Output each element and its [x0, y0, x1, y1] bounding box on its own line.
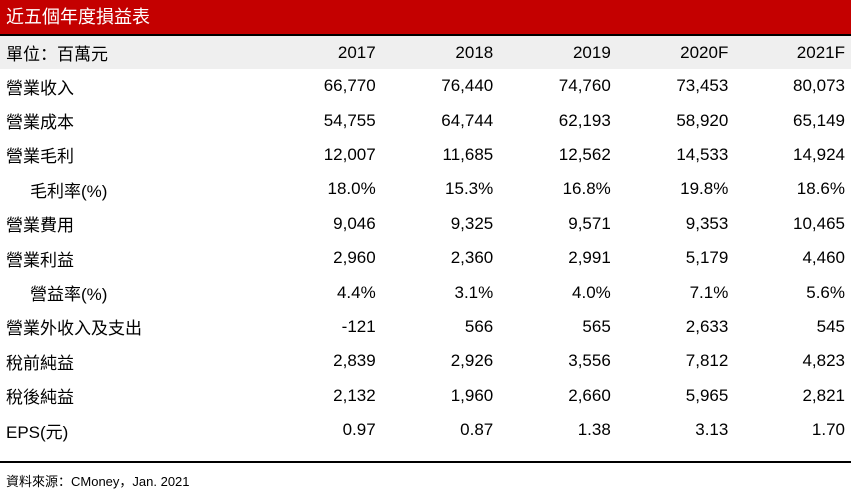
table-row: 營業毛利 12,007 11,685 12,562 14,533 14,924 — [0, 138, 851, 172]
row-label: EPS(元) — [6, 422, 69, 442]
table-cell: -121 — [341, 316, 376, 336]
table-cell: 2,633 — [685, 316, 729, 336]
table-cell: 2,991 — [568, 248, 611, 268]
table-row: 毛利率(%) 18.0% 15.3% 16.8% 19.8% 18.6% — [0, 172, 851, 206]
income-table: 單位：百萬元 2017 2018 2019 2020F 2021F 營業收入 66… — [0, 36, 851, 447]
table-cell: 4.4% — [336, 282, 376, 302]
table-cell: 2,960 — [333, 248, 376, 268]
table-row: EPS(元) 0.97 0.87 1.38 3.13 1.70 — [0, 413, 851, 447]
table-cell: 2,821 — [802, 385, 845, 405]
page-title: 近五個年度損益表 — [0, 0, 851, 34]
row-label: 營業利益 — [6, 250, 74, 270]
table-cell: 16.8% — [562, 179, 611, 199]
table-cell: 80,073 — [793, 76, 845, 96]
table-cell: 58,920 — [676, 110, 729, 130]
table-cell: 4,460 — [802, 248, 845, 268]
table-cell: 5,179 — [685, 248, 729, 268]
table-row: 稅後純益 2,132 1,960 2,660 5,965 2,821 — [0, 379, 851, 413]
table-cell: 2,360 — [450, 248, 494, 268]
table-cell: 15.3% — [445, 179, 494, 199]
row-label: 營業毛利 — [6, 147, 74, 167]
table-cell: 9,353 — [685, 213, 729, 233]
table-row: 營業收入 66,770 76,440 74,760 73,453 80,073 — [0, 69, 851, 103]
table-cell: 1.70 — [811, 420, 845, 440]
table-cell: 64,744 — [441, 110, 494, 130]
table-cell: 74,760 — [558, 76, 611, 96]
table-cell: 565 — [582, 316, 611, 336]
table-cell: 0.87 — [460, 420, 494, 440]
income-table-body: 單位：百萬元 2017 2018 2019 2020F 2021F 營業收入 66… — [0, 36, 851, 447]
table-cell: 9,571 — [568, 213, 611, 233]
row-label: 營業成本 — [6, 113, 74, 133]
table-cell: 5.6% — [806, 282, 845, 302]
row-label: 毛利率(%) — [30, 181, 108, 201]
row-label: 營業收入 — [6, 78, 74, 98]
table-cell: 12,007 — [323, 144, 376, 164]
row-label: 營益率(%) — [30, 285, 108, 305]
row-label: 營業外收入及支出 — [6, 319, 142, 339]
table-cell: 10,465 — [793, 213, 845, 233]
table-cell: 66,770 — [323, 76, 376, 96]
table-row: 營業成本 54,755 64,744 62,193 58,920 65,149 — [0, 103, 851, 137]
table-cell: 11,685 — [442, 144, 494, 164]
table-cell: 18.0% — [327, 179, 376, 199]
table-cell: 4,823 — [802, 351, 845, 371]
table-cell: 2,839 — [333, 351, 376, 371]
column-header: 2017 — [215, 36, 376, 69]
column-header: 2021F — [728, 36, 851, 69]
table-cell: 3,556 — [568, 351, 611, 371]
table-cell: 1.38 — [577, 420, 611, 440]
table-cell: 5,965 — [685, 385, 729, 405]
table-cell: 9,046 — [333, 213, 376, 233]
table-cell: 73,453 — [676, 76, 729, 96]
table-cell: 12,562 — [558, 144, 611, 164]
table-cell: 2,132 — [333, 385, 376, 405]
table-cell: 566 — [464, 316, 494, 336]
unit-label: 單位：百萬元 — [0, 36, 216, 69]
table-cell: 2,660 — [568, 385, 611, 405]
table-cell: 7,812 — [685, 351, 729, 371]
table-cell: 54,755 — [323, 110, 376, 130]
table-cell: 4.0% — [572, 282, 611, 302]
table-cell: 7.1% — [689, 282, 729, 302]
table-cell: 14,924 — [793, 144, 845, 164]
table-cell: 3.13 — [695, 420, 729, 440]
table-cell: 76,440 — [441, 76, 494, 96]
header-row: 單位：百萬元 2017 2018 2019 2020F 2021F — [0, 36, 851, 69]
table-row: 稅前純益 2,839 2,926 3,556 7,812 4,823 — [0, 344, 851, 378]
table-cell: 65,149 — [793, 110, 845, 130]
table-row: 營業外收入及支出 -121 566 565 2,633 545 — [0, 310, 851, 344]
table-cell: 9,325 — [450, 213, 494, 233]
table-cell: 1,960 — [450, 385, 494, 405]
row-label: 營業費用 — [6, 216, 74, 236]
bottom-rule — [0, 461, 851, 463]
table-row: 營益率(%) 4.4% 3.1% 4.0% 7.1% 5.6% — [0, 275, 851, 309]
table-cell: 2,926 — [450, 351, 494, 371]
table-row: 營業利益 2,960 2,360 2,991 5,179 4,460 — [0, 241, 851, 275]
row-label: 稅前純益 — [6, 353, 74, 373]
table-cell: 18.6% — [796, 179, 845, 199]
column-header: 2019 — [493, 36, 611, 69]
table-cell: 62,193 — [558, 110, 611, 130]
table-cell: 19.8% — [680, 179, 729, 199]
table-cell: 14,533 — [676, 144, 729, 164]
top-rule — [0, 34, 851, 36]
table-row: 營業費用 9,046 9,325 9,571 9,353 10,465 — [0, 207, 851, 241]
column-header: 2020F — [610, 36, 729, 69]
table-cell: 545 — [816, 316, 845, 336]
table-cell: 0.97 — [342, 420, 376, 440]
column-header: 2018 — [375, 36, 494, 69]
source-note: 資料來源：CMoney，Jan. 2021 — [6, 474, 190, 489]
row-label: 稅後純益 — [6, 388, 74, 408]
table-cell: 3.1% — [454, 282, 494, 302]
